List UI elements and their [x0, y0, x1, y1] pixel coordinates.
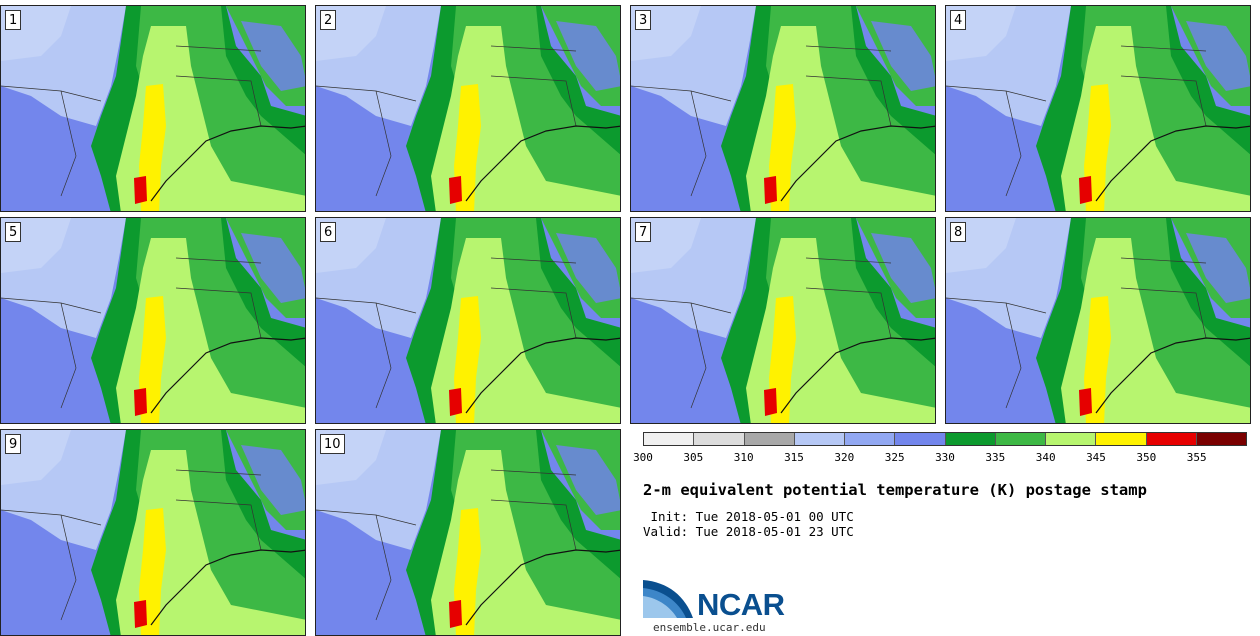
ensemble-member-map: 6: [315, 217, 621, 424]
map-image: [1, 430, 306, 636]
colorbar-tick-label: 355: [1186, 451, 1207, 464]
member-label: 7: [635, 222, 652, 242]
colorbar-swatch: [694, 433, 745, 445]
map-image: [316, 218, 621, 424]
map-image: [1, 218, 306, 424]
map-image: [316, 6, 621, 212]
colorbar-swatch: [1096, 433, 1147, 445]
colorbar-tick-label: 315: [784, 451, 804, 464]
map-image: [631, 6, 936, 212]
ensemble-member-map: 1: [0, 5, 306, 212]
ensemble-member-map: 8: [945, 217, 1251, 424]
map-image: [631, 218, 936, 424]
map-image: [946, 6, 1251, 212]
colorbar-swatch: [1046, 433, 1097, 445]
member-label: 2: [320, 10, 337, 30]
member-label: 10: [320, 434, 345, 454]
colorbar-swatch: [1196, 433, 1246, 445]
member-label: 4: [950, 10, 967, 30]
colorbar-swatch: [794, 433, 845, 445]
map-image: [1, 6, 306, 212]
member-label: 6: [320, 222, 337, 242]
logo-wordmark: NCAR: [697, 587, 785, 622]
member-label: 5: [5, 222, 22, 242]
member-label: 8: [950, 222, 967, 242]
valid-time: Valid: Tue 2018-05-01 23 UTC: [643, 524, 854, 539]
colorbar-swatch: [995, 433, 1046, 445]
ensemble-member-map: 4: [945, 5, 1251, 212]
map-image: [316, 430, 621, 636]
colorbar-tick-label: 310: [733, 451, 754, 464]
figure-title: 2-m equivalent potential temperature (K)…: [643, 481, 1147, 499]
colorbar-tick-label: 335: [985, 451, 1006, 464]
map-image: [946, 218, 1251, 424]
ensemble-member-map: 5: [0, 217, 306, 424]
ensemble-member-map: 3: [630, 5, 936, 212]
colorbar-swatch: [895, 433, 946, 445]
colorbar-swatch: [744, 433, 795, 445]
colorbar-tick-label: 340: [1035, 451, 1056, 464]
colorbar: [643, 432, 1247, 446]
colorbar-swatch: [644, 433, 695, 445]
ensemble-member-map: 10: [315, 429, 621, 636]
ensemble-member-map: 2: [315, 5, 621, 212]
colorbar-tick-label: 330: [935, 451, 955, 464]
colorbar-swatch: [845, 433, 896, 445]
ncar-logo-icon: [643, 580, 693, 618]
logo-url: ensemble.ucar.edu: [653, 621, 766, 634]
ensemble-member-map: 9: [0, 429, 306, 636]
member-label: 1: [5, 10, 22, 30]
member-label: 3: [635, 10, 652, 30]
colorbar-tick-label: 305: [683, 451, 704, 464]
colorbar-tick-label: 325: [884, 451, 905, 464]
member-label: 9: [5, 434, 22, 454]
colorbar-swatch: [945, 433, 996, 445]
colorbar-tick-label: 345: [1086, 451, 1106, 464]
colorbar-tick-label: 320: [834, 451, 855, 464]
init-time: Init: Tue 2018-05-01 00 UTC: [643, 509, 854, 524]
colorbar-tick-label: 300: [633, 451, 653, 464]
ensemble-member-map: 7: [630, 217, 936, 424]
colorbar-tick-label: 350: [1136, 451, 1157, 464]
colorbar-swatch: [1146, 433, 1197, 445]
